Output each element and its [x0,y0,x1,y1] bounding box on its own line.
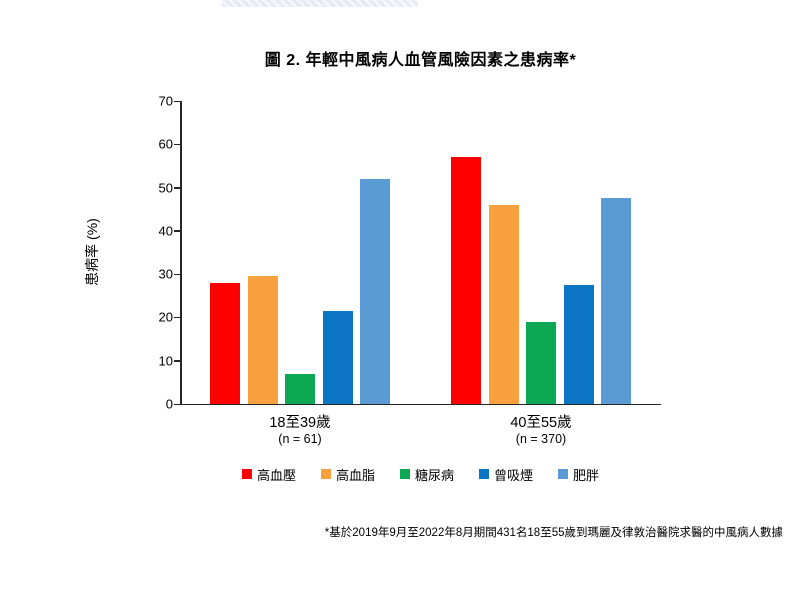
y-tick-label-70: 70 [158,93,173,109]
y-tick-label-60: 60 [158,136,173,152]
legend-label-hypertension: 高血壓 [256,467,296,483]
bar-ever_smoked-group2 [563,284,594,404]
y-tick-label-30: 30 [158,266,173,282]
legend-label-obesity: 肥胖 [573,467,600,483]
chart-title: 圖 2. 年輕中風病人血管風險因素之患病率* [264,52,577,69]
plot-area [180,101,661,405]
y-axis-title: 患病率 (%) [84,218,100,286]
legend-label-diabetes: 糖尿病 [414,467,454,483]
y-tick-mark [174,143,180,146]
y-tick-mark [174,316,180,319]
legend-item-diabetes: 糖尿病 [399,465,454,484]
x-axis-line [180,403,661,405]
y-tick-label-0: 0 [165,396,173,412]
y-tick-mark [174,360,180,362]
bar-obesity-group2 [601,198,631,404]
bar-hypertension-group1 [210,282,240,404]
legend-label-ever_smoked: 曾吸煙 [494,467,534,483]
legend-swatch-diabetes [399,469,410,479]
legend-item-obesity: 肥胖 [558,465,599,484]
legend-item-ever_smoked: 曾吸煙 [479,465,533,484]
y-tick-mark [174,230,180,232]
bar-obesity-group1 [360,178,390,404]
cropped-header-artifact [222,0,418,7]
y-axis-line [180,101,182,404]
bar-diabetes-group1 [285,373,315,404]
y-tick-label-10: 10 [158,353,173,369]
y-tick-mark [174,187,180,189]
y-tick-mark [174,273,180,276]
legend-swatch-ever_smoked [479,469,489,479]
legend-swatch-hyperlipidemia [320,469,331,479]
y-tick-mark [174,403,180,405]
legend-label-hyperlipidemia: 高血脂 [335,467,375,483]
x-axis-group-label-1: 18至39歲 [269,415,331,431]
y-tick-label-40: 40 [158,223,173,239]
x-axis-group-sublabel-1: (n = 61) [278,432,322,446]
bar-hypertension-group2 [451,157,481,404]
y-tick-label-20: 20 [158,309,173,325]
legend: 高血壓 高血脂 糖尿病 曾吸煙 肥胖 [180,464,661,484]
legend-item-hyperlipidemia: 高血脂 [320,465,375,484]
legend-swatch-obesity [558,469,569,479]
bar-hyperlipidemia-group1 [247,276,278,404]
bar-hyperlipidemia-group2 [488,204,519,404]
y-tick-label-50: 50 [158,180,173,196]
y-tick-mark [174,100,180,102]
bar-diabetes-group2 [526,321,556,404]
legend-swatch-hypertension [241,469,252,479]
footnote: *基於2019年9月至2022年8月期間431名18至55歲到瑪麗及律敦治醫院求… [324,527,783,539]
legend-item-hypertension: 高血壓 [241,465,296,484]
x-axis-group-sublabel-2: (n = 370) [515,432,567,446]
bar-ever_smoked-group1 [322,310,353,404]
x-axis-group-label-2: 40至55歲 [510,415,572,431]
